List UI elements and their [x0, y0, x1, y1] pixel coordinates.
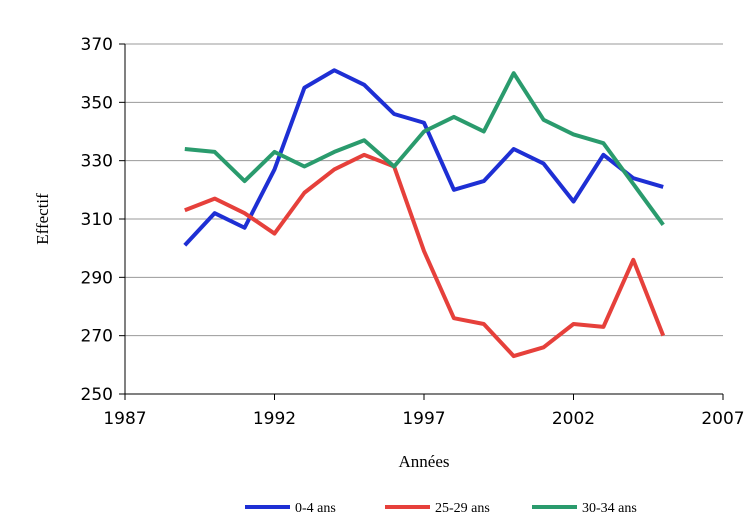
y-tick-label: 310: [81, 210, 113, 230]
y-tick-label: 290: [81, 268, 113, 288]
y-tick-label: 350: [81, 93, 113, 113]
x-tick-label: 2002: [552, 409, 595, 429]
series-line: [184, 152, 666, 359]
x-tick-label: 1987: [103, 409, 146, 429]
x-tick-label: 1997: [402, 409, 445, 429]
legend-label: 30-34 ans: [582, 501, 637, 516]
y-tick-label: 270: [81, 327, 113, 347]
series-line: [183, 68, 664, 247]
y-tick-label: 370: [81, 35, 113, 55]
legend-label: 0-4 ans: [295, 501, 336, 516]
x-axis-label: Années: [399, 452, 450, 471]
x-tick-label: 2007: [701, 409, 744, 429]
y-axis-label: Effectif: [33, 193, 52, 245]
x-tick-label: 1992: [253, 409, 296, 429]
series-line: [184, 71, 665, 227]
y-tick-label: 330: [81, 152, 113, 172]
legend-label: 25-29 ans: [435, 501, 490, 516]
y-tick-label: 250: [81, 385, 113, 405]
